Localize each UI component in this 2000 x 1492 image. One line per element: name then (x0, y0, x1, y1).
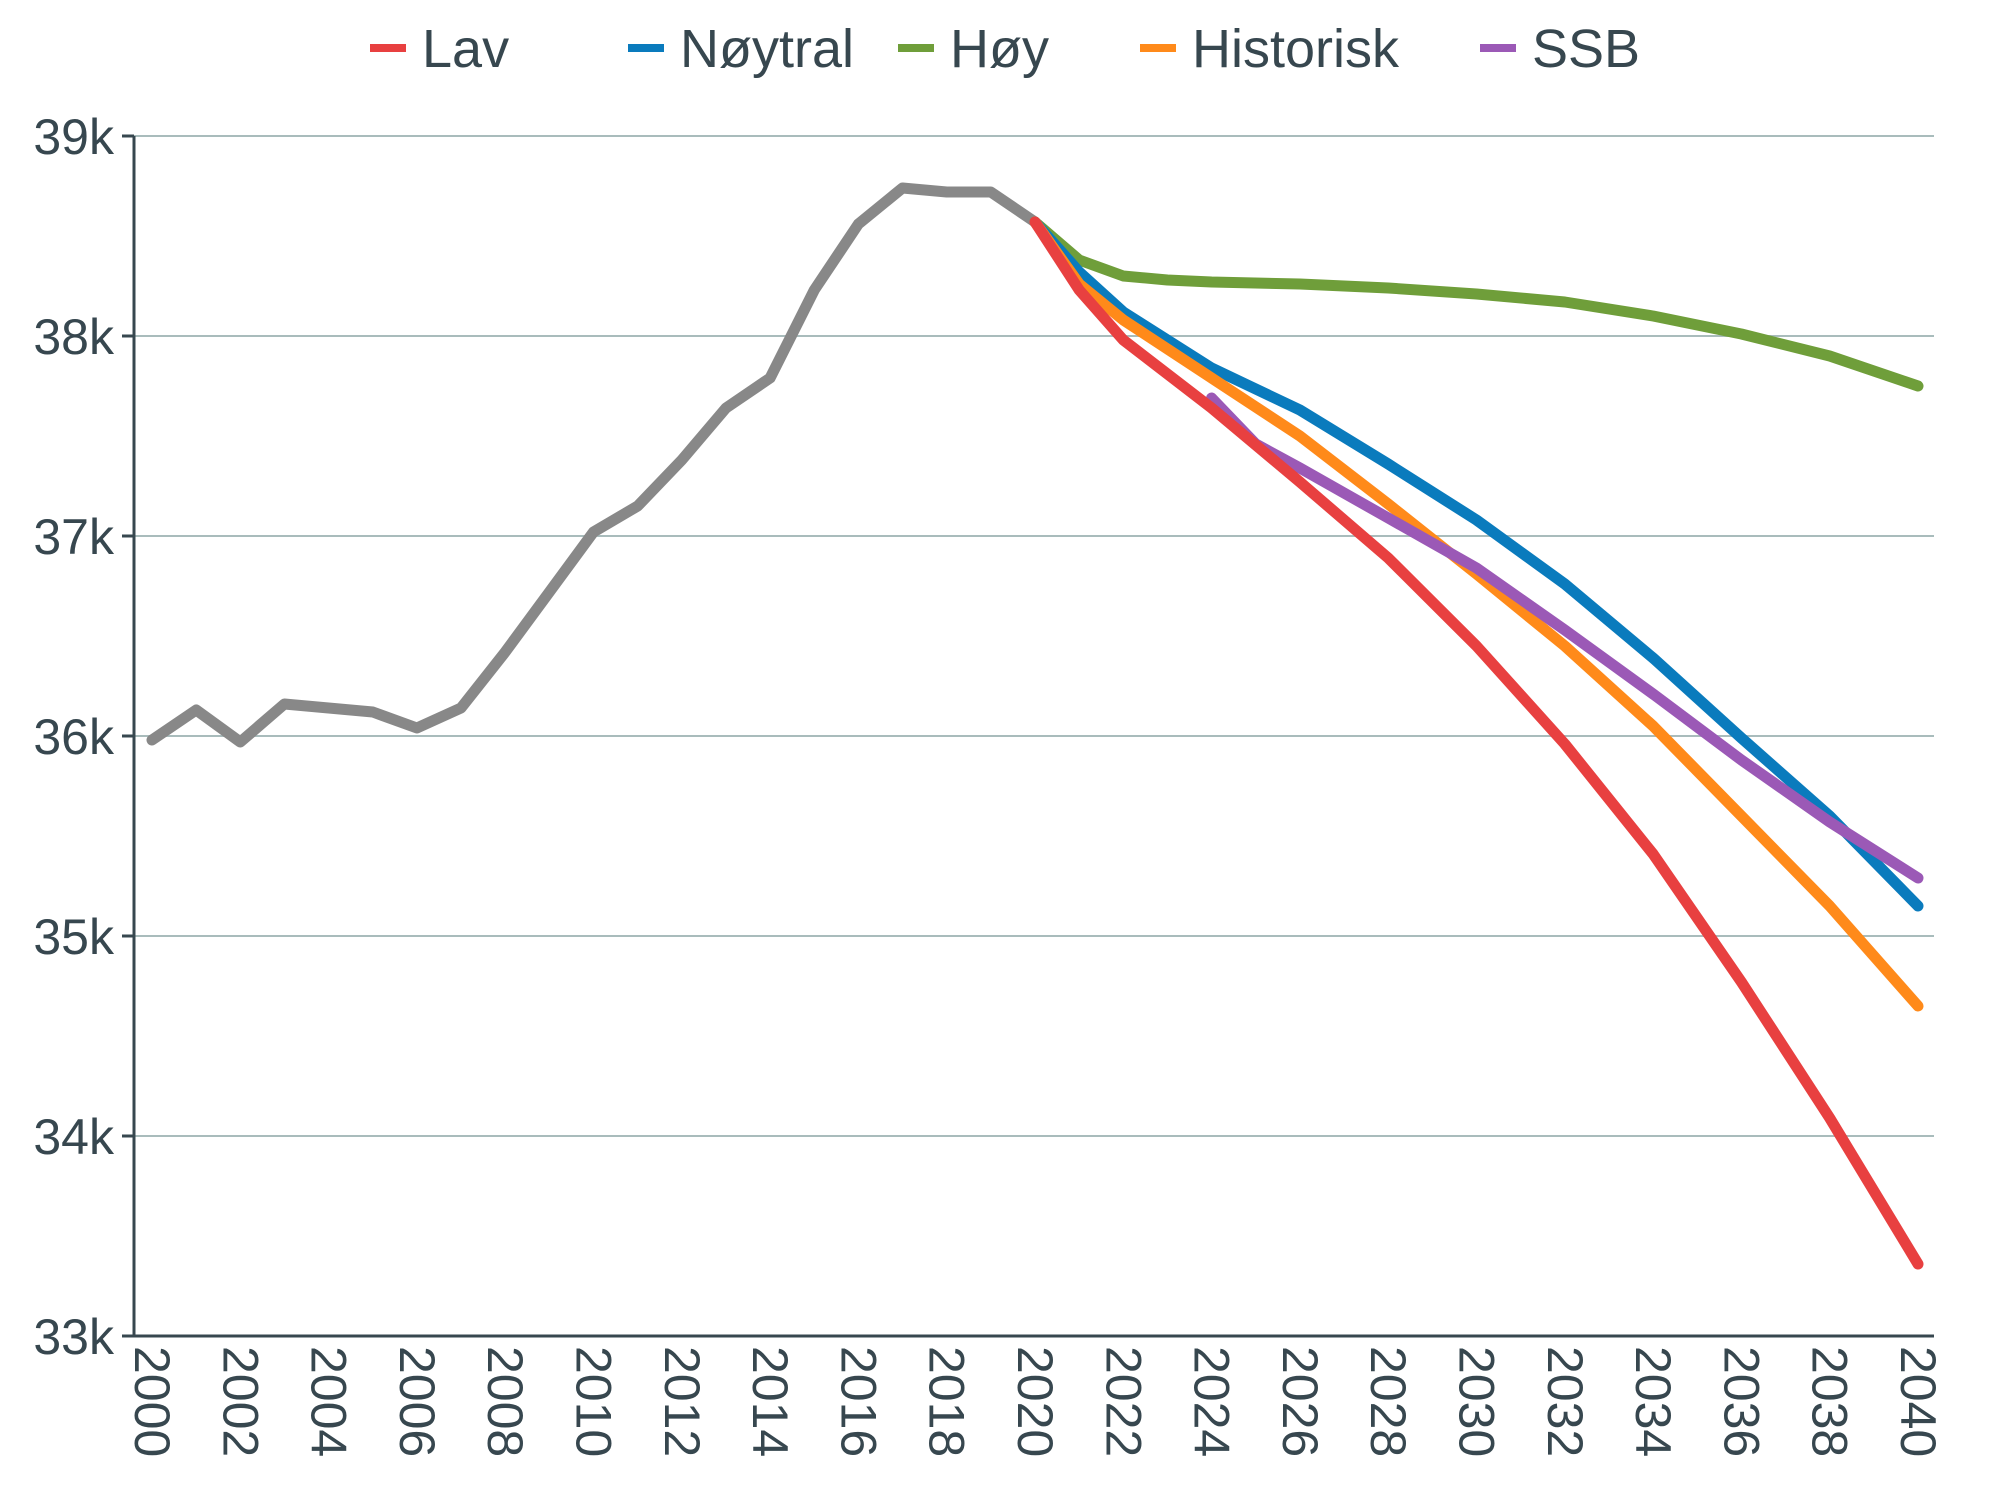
series-line-lav (1029, 216, 1924, 1270)
y-tick-label: 38k (33, 309, 115, 365)
legend-swatch (1480, 44, 1516, 52)
legend-swatch (370, 44, 406, 52)
x-tick-label: 2034 (1625, 1346, 1681, 1457)
y-tick-label: 36k (33, 709, 115, 765)
x-tick-label: 2010 (566, 1346, 622, 1457)
x-tick-label: 2024 (1184, 1346, 1240, 1457)
x-tick-label: 2020 (1007, 1346, 1063, 1457)
y-tick-label: 35k (33, 909, 115, 965)
legend-swatch (1140, 44, 1176, 52)
legend-label: Lav (422, 19, 509, 79)
x-tick-label: 2028 (1360, 1346, 1416, 1457)
legend-label: Høy (950, 19, 1049, 79)
series-line-ssb (1206, 392, 1924, 884)
x-tick-label: 2000 (124, 1346, 180, 1457)
y-tick-label: 39k (33, 109, 115, 165)
x-tick-label: 2004 (301, 1346, 357, 1457)
x-tick-label: 2022 (1095, 1346, 1151, 1457)
x-tick-label: 2018 (919, 1346, 975, 1457)
y-tick-label: 34k (33, 1109, 115, 1165)
y-tick-label: 37k (33, 509, 115, 565)
series-line-hy (1029, 216, 1924, 392)
x-tick-label: 2016 (830, 1346, 886, 1457)
y-axis-ticks: 33k 34k 35k 36k 37k 38k 39k (33, 109, 134, 1365)
x-tick-label: 2014 (742, 1346, 798, 1457)
legend-label: Nøytral (680, 19, 854, 79)
x-axis-ticks: 2000 2002 2004 2006 2008 2010 2012 2014 2016 2018… (124, 1346, 1946, 1457)
x-tick-label: 2026 (1272, 1346, 1328, 1457)
legend: Lav Nøytral Høy Historisk SSB (370, 19, 1640, 79)
x-tick-label: 2032 (1537, 1346, 1593, 1457)
x-tick-label: 2038 (1802, 1346, 1858, 1457)
legend-swatch (898, 44, 934, 52)
x-tick-label: 2008 (477, 1346, 533, 1457)
legend-label: Historisk (1192, 19, 1400, 79)
x-tick-label: 2040 (1890, 1346, 1946, 1457)
legend-label: SSB (1532, 19, 1640, 79)
gridlines (134, 135, 1934, 1137)
legend-swatch (628, 44, 664, 52)
series-line-nytral (1029, 216, 1924, 912)
series-line-history (146, 182, 1041, 748)
x-tick-label: 2002 (212, 1346, 268, 1457)
series-lines (146, 182, 1924, 1270)
x-tick-label: 2006 (389, 1346, 445, 1457)
y-tick-label: 33k (33, 1309, 115, 1365)
x-tick-label: 2012 (654, 1346, 710, 1457)
x-tick-label: 2030 (1449, 1346, 1505, 1457)
x-tick-label: 2036 (1713, 1346, 1769, 1457)
